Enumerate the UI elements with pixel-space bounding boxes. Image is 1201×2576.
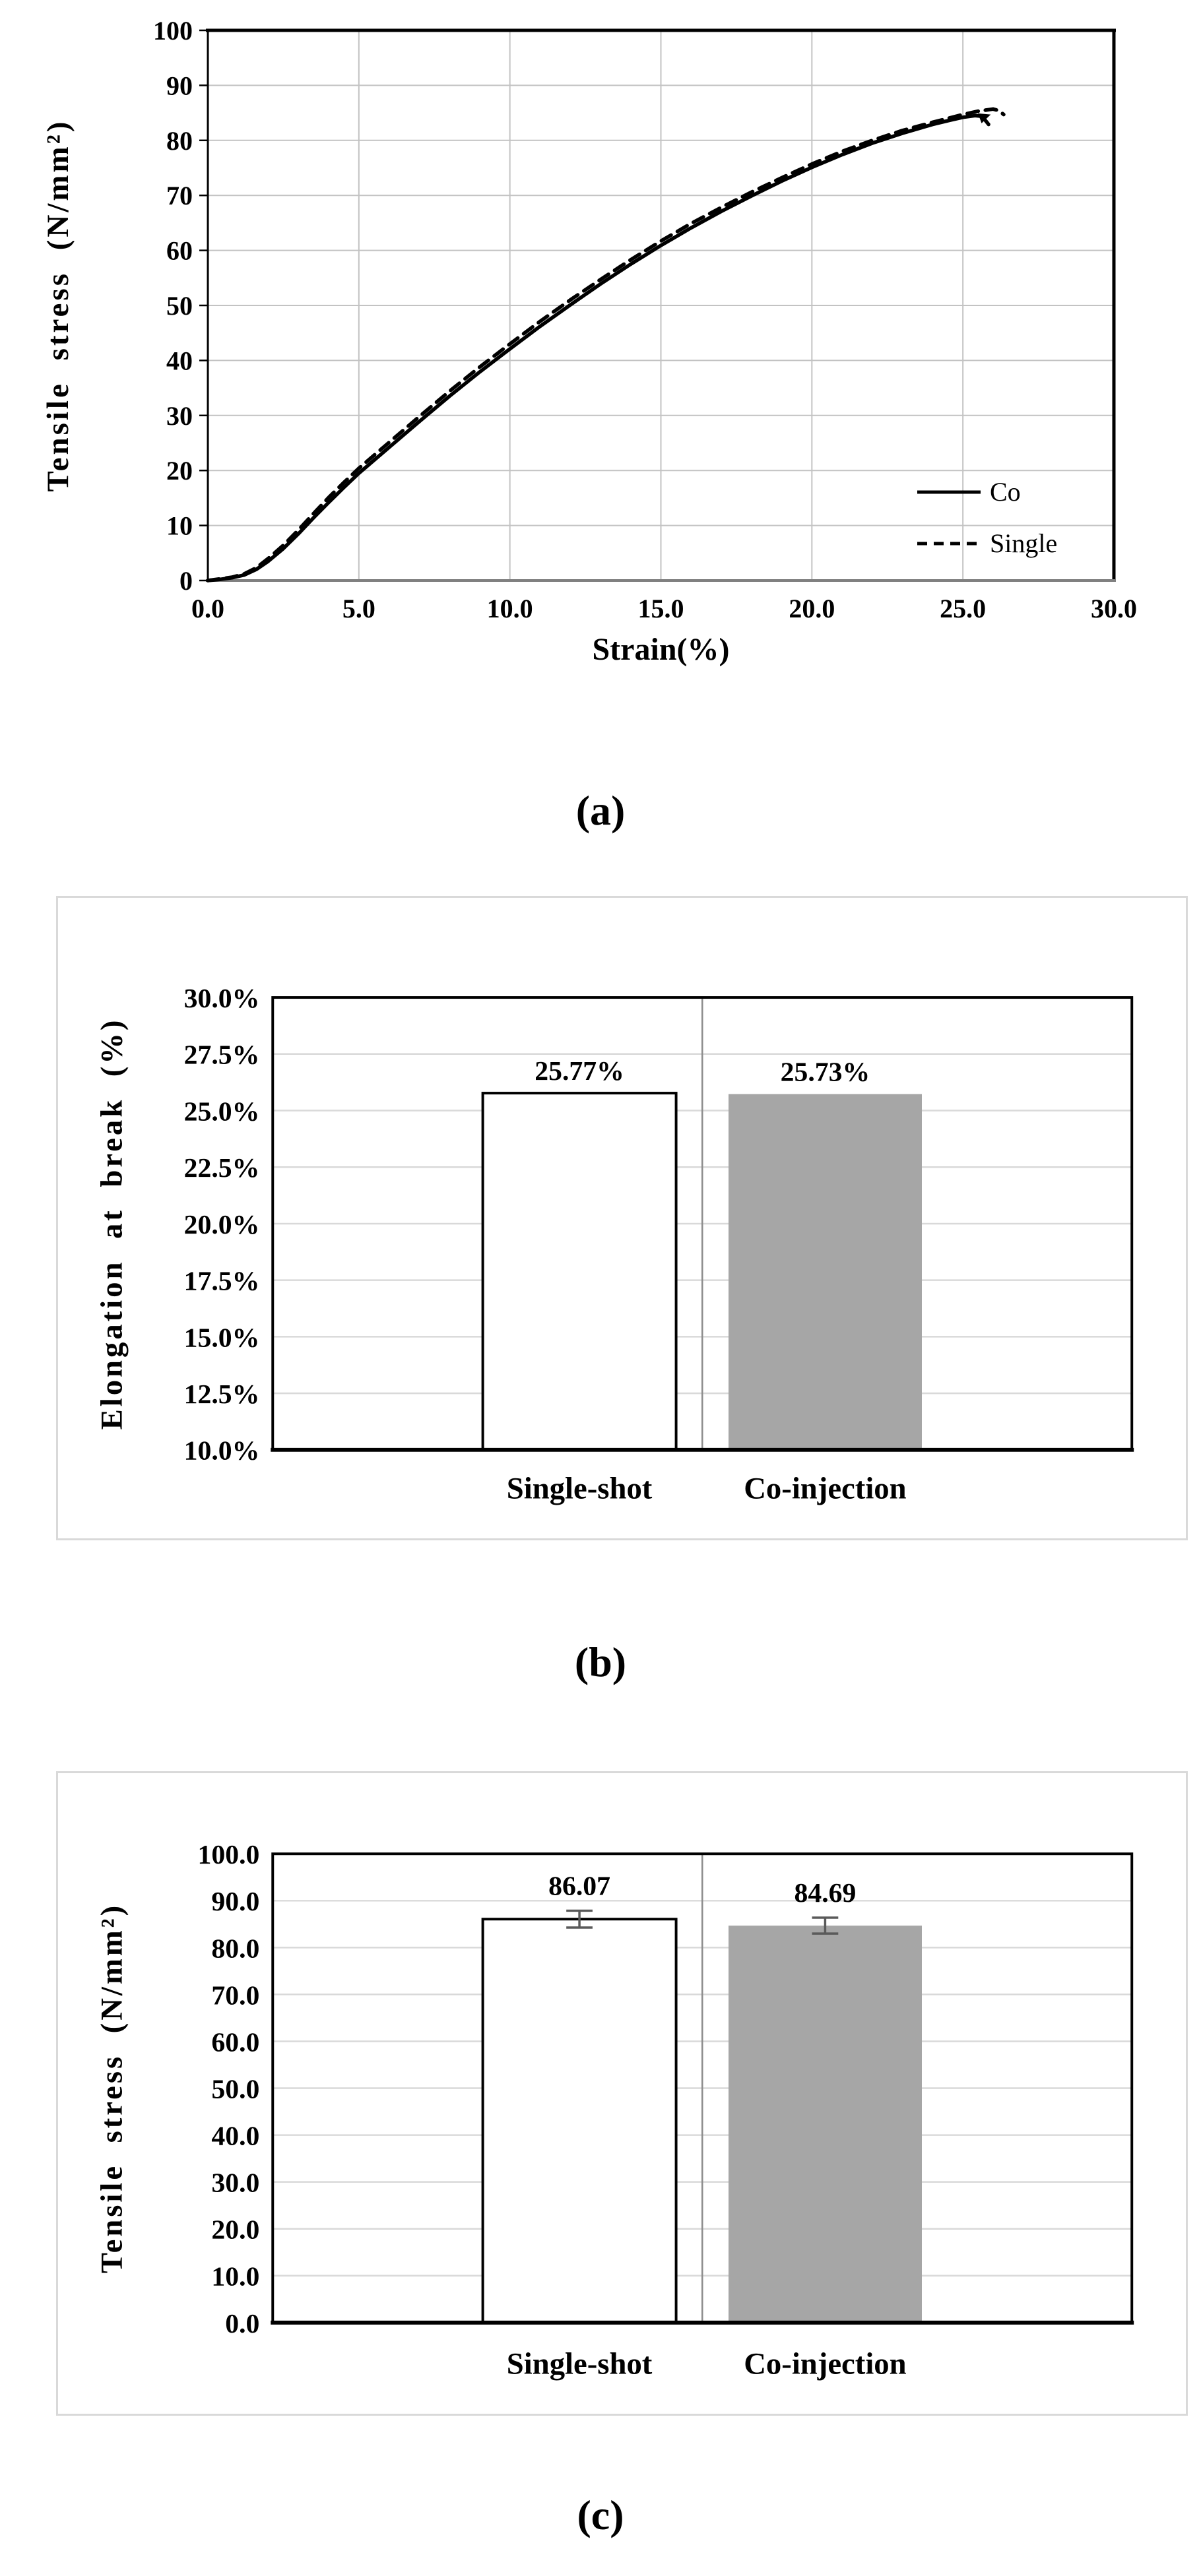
bar-co-injection [729,1926,922,2323]
bar-single-shot [481,1918,678,2324]
y-tick-label: 90.0 [211,1887,259,1917]
caption-c: (c) [577,2492,624,2538]
y-tick-label: 40.0 [211,2121,259,2152]
bar-value-label-co-injection: 84.69 [794,1878,856,1908]
y-tick-label: 22.5% [184,1153,260,1183]
y-tick-label: 27.5% [184,1040,260,1071]
y-tick-label: 20.0 [211,2215,259,2246]
bar-value-label-single-shot: 25.77% [535,1056,624,1086]
x-tick-label: 25.0 [940,594,986,623]
y-tick-label: 30.0% [184,984,260,1014]
y-tick-label: 100.0 [197,1840,259,1870]
y-tick-label: 20.0% [184,1210,260,1240]
panel-a-stress-strain: 0 10 20 30 40 50 60 70 80 90 100 0.0 5.0 10.0 15.0 20.0… [0,0,1201,699]
y-tick-label: 60 [166,236,193,266]
y-tick-label: 0 [179,566,193,596]
y-tick-label: 12.5% [184,1379,260,1410]
bar-value-label-co-injection: 25.73% [781,1057,870,1088]
caption-a: (a) [575,787,626,834]
y-tick-label: 17.5% [184,1267,260,1297]
y-tick-label: 0.0 [225,2309,259,2339]
y-tick-label: 20 [166,456,193,486]
y-tick-label: 80 [166,126,193,156]
y-tick-label: 40 [166,346,193,375]
series-break-marker-co [978,113,991,123]
x-tick-label: 20.0 [789,594,835,623]
category-label-single-shot: Single-shot [507,2346,653,2381]
y-tick-label: 90 [166,71,193,100]
panel-b-elongation-at-break: 25.77% Single-shot 25.73% Co-injection 10.0%… [56,896,1188,1540]
x-tick-label: 5.0 [342,594,375,623]
x-tick-label: 30.0 [1091,594,1137,623]
series-line-co [206,113,990,582]
category-label-co-injection: Co-injection [744,2346,906,2381]
y-tick-label: 10.0% [184,1436,260,1466]
bar-chart-tensile-stress: 86.07 Single-shot 84.69 Co-injection 0.0 10.0… [95,1840,1134,2381]
y-tick-label: 25.0% [184,1096,260,1127]
legend-label-co: Co [990,477,1021,507]
x-tick-label: 10.0 [487,594,533,623]
x-axis-title: Strain(%) [593,632,730,667]
y-tick-label: 10.0 [211,2262,259,2292]
category-label-single-shot: Single-shot [507,1471,653,1505]
y-axis-title: Tensile stress (N/mm²) [95,1903,129,2273]
bar-chart-elongation: 25.77% Single-shot 25.73% Co-injection 10.0%… [95,984,1134,1505]
bar-single-shot [481,1092,678,1451]
y-tick-label: 50.0 [211,2074,259,2104]
caption-b: (b) [574,1639,627,1685]
x-tick-label: 0.0 [191,594,224,623]
category-label-co-injection: Co-injection [744,1471,906,1505]
y-tick-label: 30.0 [211,2168,259,2199]
y-tick-label: 100 [153,16,193,46]
y-tick-label: 30 [166,401,193,431]
y-tick-label: 70 [166,181,193,210]
line-chart-stress-strain: 0 10 20 30 40 50 60 70 80 90 100 0.0 5.0 10.0 15.0 20.0… [41,16,1137,667]
y-tick-label: 80.0 [211,1933,259,1964]
legend-label-single: Single [990,528,1057,558]
bar-co-injection [729,1094,922,1450]
bar-value-label-single-shot: 86.07 [548,1871,610,1902]
y-tick-label: 15.0% [184,1323,260,1353]
y-axis-title: Elongation at break (%) [95,1018,129,1430]
series-line-single [206,107,1006,582]
x-tick-label: 15.0 [638,594,684,623]
y-tick-label: 60.0 [211,2027,259,2058]
y-tick-label: 70.0 [211,1980,259,2011]
y-axis-title: Tensile stress (N/mm²) [41,119,75,492]
panel-c-tensile-stress: 86.07 Single-shot 84.69 Co-injection 0.0 10.0… [56,1771,1188,2416]
y-tick-label: 50 [166,291,193,321]
y-tick-label: 10 [166,511,193,541]
